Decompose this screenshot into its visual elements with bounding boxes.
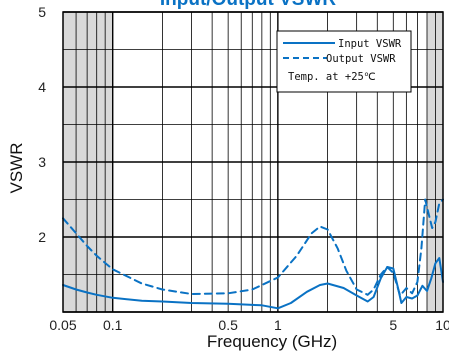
x-tick-label: 0.1 [103, 317, 123, 333]
x-tick-label: 5 [389, 317, 397, 333]
y-tick-labels: 2 3 4 5 [38, 4, 46, 245]
chart-title: Input/Output VSWR [160, 0, 337, 10]
y-tick-label: 3 [38, 154, 46, 170]
x-tick-label: 10 [435, 317, 449, 333]
series-layer [62, 198, 444, 310]
series-line-input-vswr [62, 257, 444, 310]
x-axis-label: Frequency (GHz) [207, 332, 337, 351]
plot-frame [62, 11, 444, 313]
x-tick-labels: 0.05 0.1 0.5 1 5 10 [49, 317, 449, 333]
y-axis-label: VSWR [7, 143, 26, 194]
y-tick-label: 4 [38, 79, 46, 95]
y-tick-label: 2 [38, 229, 46, 245]
legend-entry-input-vswr: Input VSWR [338, 38, 402, 50]
x-tick-label: 1 [274, 317, 282, 333]
legend: Input VSWR Output VSWR Temp. at +25℃ [276, 30, 412, 93]
legend-box [276, 30, 412, 93]
legend-entry-output-vswr: Output VSWR [326, 53, 396, 65]
legend-temperature-note: Temp. at +25℃ [288, 71, 376, 83]
x-tick-label: 0.05 [49, 317, 76, 333]
y-tick-label: 5 [38, 4, 46, 20]
x-tick-label: 0.5 [218, 317, 238, 333]
series-line-output-vswr [62, 198, 444, 297]
